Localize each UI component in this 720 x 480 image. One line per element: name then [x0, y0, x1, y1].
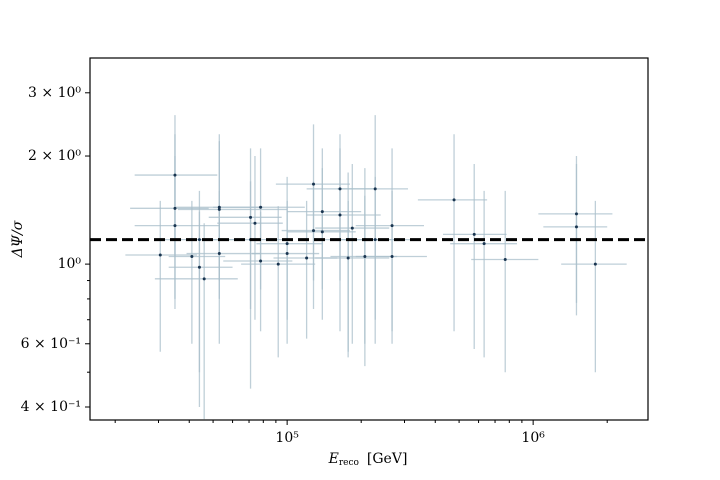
x-label-sub: reco	[339, 458, 359, 468]
y-tick-label: 4 × 10⁻¹	[21, 399, 81, 415]
point	[338, 187, 342, 191]
point	[312, 182, 316, 186]
point	[472, 232, 476, 236]
point	[482, 242, 486, 246]
point	[285, 242, 289, 246]
y-tick-label: 3 × 10⁰	[28, 85, 81, 101]
x-label-unit: [GeV]	[367, 451, 408, 467]
point	[593, 262, 597, 266]
point	[285, 252, 289, 256]
x-label-main: E	[328, 451, 339, 467]
point	[452, 198, 456, 202]
point	[503, 258, 507, 262]
y-tick-label: 10⁰	[58, 256, 82, 272]
point	[338, 213, 342, 217]
point	[217, 252, 221, 256]
point	[249, 215, 253, 219]
point	[574, 225, 578, 229]
point	[320, 230, 324, 234]
point	[253, 221, 257, 225]
point	[173, 173, 177, 177]
point	[390, 255, 394, 259]
point	[320, 210, 324, 214]
y-axis-label: ΔΨ/σ	[10, 220, 26, 258]
point	[259, 205, 263, 209]
point	[350, 226, 354, 230]
point	[217, 205, 221, 209]
point	[346, 256, 350, 260]
point	[158, 253, 162, 257]
axes: 10⁵ 10⁶ 4 × 10⁻¹ 6 × 10⁻¹ 10⁰ 2 × 10⁰ 3 × 10⁰	[21, 57, 649, 446]
point	[312, 229, 316, 233]
point	[363, 255, 367, 259]
point	[574, 212, 578, 216]
x-axis-label: Ereco [GeV]	[328, 451, 408, 468]
point	[173, 206, 177, 210]
point	[373, 187, 377, 191]
x-tick-label: 10⁵	[275, 430, 299, 446]
y-tick-label: 6 × 10⁻¹	[21, 336, 81, 352]
point	[173, 224, 177, 228]
point	[202, 277, 206, 281]
point	[217, 207, 221, 211]
points	[158, 173, 597, 281]
point	[305, 256, 309, 260]
point	[390, 224, 394, 228]
point	[276, 262, 280, 266]
point	[373, 238, 377, 242]
point	[197, 265, 201, 269]
point	[197, 238, 201, 242]
x-tick-label: 10⁶	[521, 430, 545, 446]
point	[259, 259, 263, 263]
y-tick-label: 2 × 10⁰	[28, 148, 81, 164]
point	[190, 255, 194, 259]
